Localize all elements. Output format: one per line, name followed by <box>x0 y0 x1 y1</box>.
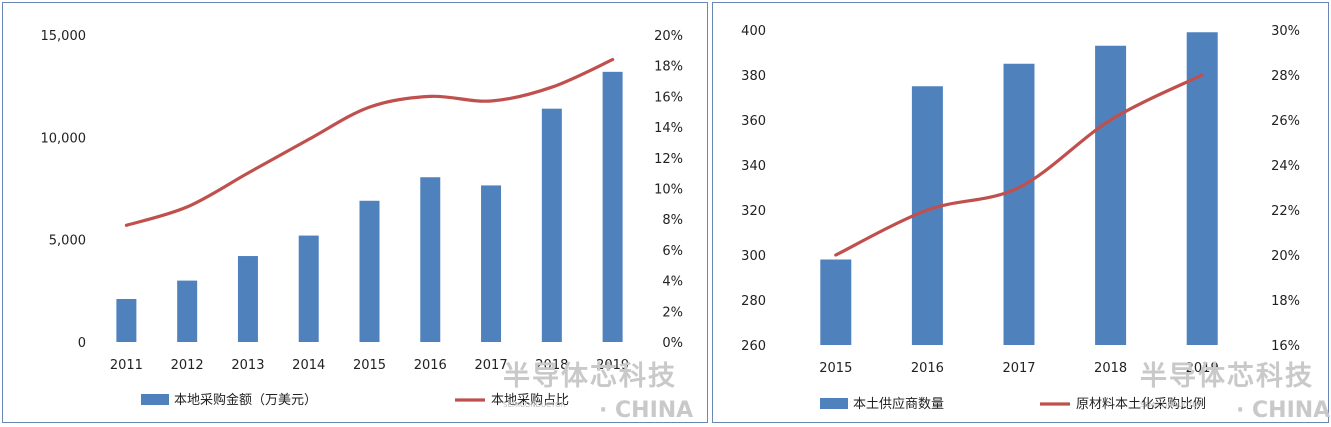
x-axis-tick-label: 2012 <box>171 358 204 373</box>
x-axis-tick-label: 2016 <box>414 358 447 373</box>
bar <box>359 200 380 342</box>
watermark-subtext: · CHINA <box>599 398 693 423</box>
bar <box>116 299 137 342</box>
left-chart: 0 5,000 10,000 15,000 0% 2% 4% 6% 8% 10% 12% 14% 16%… <box>41 29 694 423</box>
y2-axis-tick-label: 20% <box>654 29 683 44</box>
bar <box>1095 45 1127 345</box>
bar <box>602 71 623 342</box>
watermark-subtext: · CHINA <box>1236 398 1330 423</box>
x-axis-tick-label: 2018 <box>1094 361 1127 376</box>
y-axis-tick-label: 340 <box>741 159 766 174</box>
right-chart: 260 280 300 320 340 360 380 400 16% 18% 20% 22% 24% 2… <box>741 24 1330 423</box>
y-axis-tick-label: 400 <box>741 24 766 39</box>
bar <box>177 280 198 342</box>
x-axis-tick-label: 2015 <box>819 361 852 376</box>
y-axis-tick-label: 320 <box>741 204 766 219</box>
bar <box>1186 32 1218 345</box>
x-axis-tick-label: 2011 <box>110 358 143 373</box>
y-axis-tick-label: 5,000 <box>49 234 86 249</box>
legend-swatch-bar <box>141 394 169 405</box>
bar <box>298 235 319 342</box>
x-axis-tick-label: 2015 <box>353 358 386 373</box>
y-axis-tick-label: 260 <box>741 339 766 354</box>
legend-label-line: 原材料本土化采购比例 <box>1076 396 1206 412</box>
bar <box>1003 63 1035 345</box>
x-axis-tick-label: 2014 <box>292 358 325 373</box>
x-axis-tick-label: 2019 <box>596 358 629 373</box>
x-axis-tick-label: 2019 <box>1186 361 1219 376</box>
y2-axis-tick-label: 8% <box>662 213 683 228</box>
y-axis-tick-label: 360 <box>741 114 766 129</box>
legend-label-bar: 本地采购金额（万美元） <box>174 392 317 408</box>
x-axis-tick-label: 2018 <box>535 358 568 373</box>
x-axis-tick-label: 2017 <box>1002 361 1035 376</box>
y-axis-tick-label: 300 <box>741 249 766 264</box>
right-chart-panel: 260 280 300 320 340 360 380 400 16% 18% 20% 22% 24% 2… <box>712 2 1330 423</box>
y2-axis-tick-label: 22% <box>1271 204 1300 219</box>
y-axis-tick-label: 0 <box>78 336 86 351</box>
y2-axis-tick-label: 20% <box>1271 249 1300 264</box>
y2-axis-tick-label: 0% <box>662 336 683 351</box>
watermark-small-text: SEMICONDUCTOR <box>1140 401 1203 409</box>
y2-axis-tick-label: 4% <box>662 275 683 290</box>
legend-swatch-bar <box>820 398 848 409</box>
x-axis-tick-label: 2013 <box>231 358 264 373</box>
line-series <box>834 73 1204 257</box>
bar <box>820 259 852 345</box>
watermark-small-text: SEMICONDUCTOR <box>503 401 566 409</box>
y2-axis-tick-label: 24% <box>1271 159 1300 174</box>
line-series <box>124 58 615 227</box>
y-axis-tick-label: 10,000 <box>41 131 87 146</box>
y-axis-tick-label: 380 <box>741 69 766 84</box>
y2-axis-tick-label: 2% <box>662 305 683 320</box>
y-axis-tick-label: 280 <box>741 294 766 309</box>
bar <box>237 256 258 342</box>
bar <box>420 177 441 342</box>
y2-axis-tick-label: 28% <box>1271 69 1300 84</box>
y2-axis-tick-label: 16% <box>654 90 683 105</box>
y2-axis-tick-label: 18% <box>1271 294 1300 309</box>
legend-label-line: 本地采购占比 <box>491 392 569 408</box>
x-axis-tick-label: 2016 <box>911 361 944 376</box>
y-axis-tick-label: 15,000 <box>41 29 87 44</box>
legend-label-bar: 本土供应商数量 <box>853 396 944 412</box>
x-axis-tick-label: 2017 <box>475 358 508 373</box>
y2-axis-tick-label: 12% <box>654 152 683 167</box>
y2-axis-tick-label: 14% <box>654 121 683 136</box>
bar <box>481 185 502 342</box>
y2-axis-tick-label: 18% <box>654 60 683 75</box>
y2-axis-tick-label: 6% <box>662 244 683 259</box>
left-chart-panel: 0 5,000 10,000 15,000 0% 2% 4% 6% 8% 10% 12% 14% 16%… <box>2 2 708 423</box>
y2-axis-tick-label: 30% <box>1271 24 1300 39</box>
y2-axis-tick-label: 10% <box>654 183 683 198</box>
y2-axis-tick-label: 26% <box>1271 114 1300 129</box>
watermark-text: 半导体芯科技 <box>503 361 677 392</box>
bar <box>541 108 562 343</box>
watermark-text: 半导体芯科技 <box>1140 361 1314 392</box>
y2-axis-tick-label: 16% <box>1271 339 1300 354</box>
